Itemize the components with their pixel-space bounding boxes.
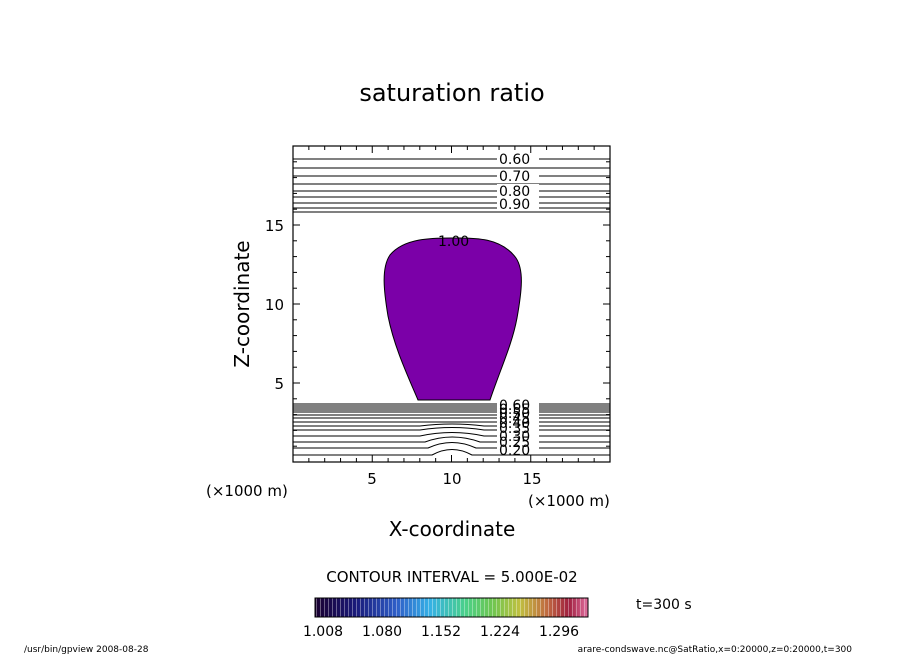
contour-interval: CONTOUR INTERVAL = 5.000E-02 bbox=[326, 568, 577, 586]
y-tick-label: 15 bbox=[265, 217, 284, 235]
lower-contour-lines bbox=[293, 403, 610, 456]
footer-left: /usr/bin/gpview 2008-08-28 bbox=[24, 645, 149, 654]
x-unit-label: (×1000 m) bbox=[528, 492, 610, 510]
lower-contour-labels: 0.60 0.55 0.50 0.45 0.40 0.35 0.30 0.25 … bbox=[497, 398, 539, 459]
upper-contour-labels: 0.60 0.70 0.80 0.90 bbox=[497, 152, 539, 213]
y-tick-label: 10 bbox=[265, 296, 284, 314]
supersaturated-region bbox=[383, 237, 522, 401]
contour-label: 0.30 bbox=[499, 429, 530, 445]
contour-label: 0.90 bbox=[499, 197, 530, 213]
x-tick-label: 15 bbox=[522, 470, 541, 488]
contour-label: 0.80 bbox=[499, 184, 530, 200]
upper-contour-lines bbox=[293, 158, 610, 213]
y-unit-label: (×1000 m) bbox=[206, 482, 288, 500]
contour-line bbox=[293, 432, 610, 437]
colorbar-frame bbox=[314, 597, 589, 618]
contour-line bbox=[293, 423, 610, 427]
contour-line bbox=[293, 449, 610, 456]
colorbar-tick-label: 1.080 bbox=[362, 624, 402, 640]
contour-label: 0.50 bbox=[499, 406, 530, 422]
chart-title: saturation ratio bbox=[359, 79, 544, 107]
time-label: t=300 s bbox=[636, 597, 692, 613]
contour-label: 0.40 bbox=[499, 416, 530, 432]
contour-line bbox=[293, 436, 610, 443]
x-tick-label: 10 bbox=[442, 470, 461, 488]
x-tick-label: 5 bbox=[367, 470, 377, 488]
colorbar-tick-label: 1.008 bbox=[303, 624, 343, 640]
colorbar-stripes bbox=[315, 598, 588, 617]
y-tick-label: 5 bbox=[274, 375, 284, 393]
colorbar-tick-label: 1.152 bbox=[421, 624, 461, 640]
contour-label: 0.60 bbox=[499, 152, 530, 168]
contour-label: 0.55 bbox=[499, 402, 530, 418]
contour-label: 0.35 bbox=[499, 421, 530, 437]
x-axis-label: X-coordinate bbox=[389, 517, 516, 541]
axis-ticks bbox=[293, 146, 610, 462]
contour-label: 0.25 bbox=[499, 435, 530, 451]
contour-label: 0.60 bbox=[499, 398, 530, 414]
colorbar-tick-label: 1.296 bbox=[539, 624, 579, 640]
region-label: 1.00 bbox=[438, 234, 469, 250]
y-axis-label: Z-coordinate bbox=[230, 240, 254, 367]
contour-line bbox=[293, 427, 610, 431]
contour-label: 0.20 bbox=[499, 443, 530, 459]
colorbar bbox=[314, 597, 589, 618]
colorbar-tick-label: 1.224 bbox=[480, 624, 520, 640]
footer-right: arare-condswave.nc@SatRatio,x=0:20000,z=… bbox=[578, 645, 853, 654]
contour-label: 0.45 bbox=[499, 411, 530, 427]
contour-label: 0.70 bbox=[499, 169, 530, 185]
contour-line bbox=[293, 442, 610, 449]
